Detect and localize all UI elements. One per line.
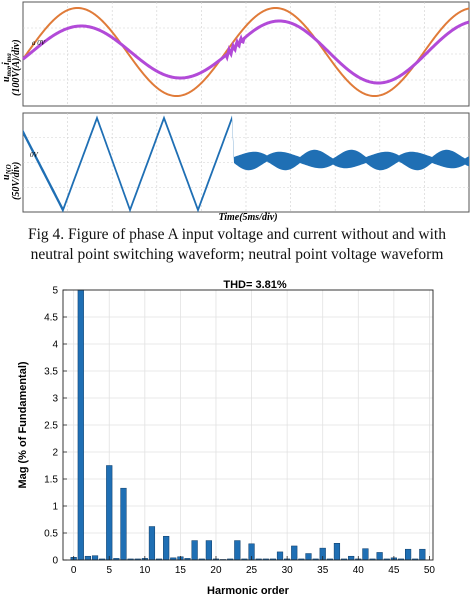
waveform-time-axis-label: Time(5ms/div) xyxy=(218,212,277,222)
phase-a-voltage-trace xyxy=(22,7,470,97)
y-tick-label: 1 xyxy=(52,502,58,513)
x-tick-label: 45 xyxy=(388,565,400,576)
harmonic-bar xyxy=(276,551,284,561)
x-tick-label: 50 xyxy=(424,565,436,576)
neutral-voltage-ylabel-symbol: uNO xyxy=(1,164,13,180)
voltage-current-zero-marker: a 0V xyxy=(32,39,46,47)
harmonic-bar xyxy=(163,535,170,561)
y-tick-label: 0 xyxy=(52,556,58,567)
x-tick-label: 30 xyxy=(282,565,294,576)
figure-caption: Fig 4. Figure of phase A input voltage a… xyxy=(0,225,474,265)
y-tick-label: 5 xyxy=(52,286,58,297)
x-tick-label: 15 xyxy=(175,565,187,576)
y-tick-label: 2 xyxy=(52,448,58,459)
y-tick-label: 1.5 xyxy=(44,475,58,486)
x-tick-label: 0 xyxy=(71,565,77,576)
harmonic-bar xyxy=(191,540,198,561)
x-tick-label: 10 xyxy=(139,565,151,576)
y-tick-label: 4 xyxy=(52,340,58,351)
voltage-current-ylabel-symbol: uma,ima xyxy=(1,53,13,82)
neutral-point-voltage-trace xyxy=(23,115,469,213)
harmonic-bar xyxy=(205,540,212,561)
x-tick-label: 20 xyxy=(210,565,222,576)
waveform-figure: a 0V uma,ima (100V(A)/div) 0V uNO (50V/d… xyxy=(1,1,470,222)
x-tick-label: 25 xyxy=(246,565,258,576)
y-tick-label: 3.5 xyxy=(44,367,58,378)
harmonic-bar xyxy=(84,555,91,561)
harmonic-bar xyxy=(305,553,312,561)
neutral-voltage-ylabel-scale: (50V/div) xyxy=(11,162,22,200)
x-tick-label: 35 xyxy=(317,565,329,576)
voltage-current-ylabel-scale: (100V(A)/div) xyxy=(11,39,22,96)
x-axis-label: Harmonic order xyxy=(207,585,290,597)
harmonic-bar xyxy=(348,555,355,561)
harmonic-bar xyxy=(333,543,341,561)
harmonic-bar xyxy=(419,548,426,561)
harmonic-bar xyxy=(148,526,156,561)
chart-title: THD= 3.81% xyxy=(223,279,286,291)
phase-a-current-trace xyxy=(22,19,470,85)
y-tick-label: 0.5 xyxy=(44,529,58,540)
neutral-voltage-zero-marker: 0V xyxy=(30,151,39,159)
y-tick-label: 3 xyxy=(52,394,58,405)
y-tick-label: 4.5 xyxy=(44,313,58,324)
y-tick-label: 2.5 xyxy=(44,421,58,432)
harmonic-bar xyxy=(405,548,412,561)
x-tick-label: 5 xyxy=(106,565,112,576)
caption-line-1: Fig 4. Figure of phase A input voltage a… xyxy=(27,226,446,243)
y-axis-ticks: 0 0.5 1 1.5 2 2.5 3 3.5 4 4.5 5 xyxy=(44,286,67,567)
harmonic-bar xyxy=(376,552,383,561)
harmonic-bar xyxy=(77,289,84,561)
harmonic-bar xyxy=(291,545,298,561)
harmonic-bar xyxy=(234,540,241,561)
y-axis-label: Mag (% of Fundamental) xyxy=(17,361,29,488)
caption-line-2: neutral point switching waveform; neutra… xyxy=(30,246,444,263)
harmonic-spectrum-chart: THD= 3.81% 0 5 10 15 20 25 30 35 40 45 50 00.511.5… xyxy=(17,279,436,597)
harmonic-bar xyxy=(120,487,127,561)
x-axis-ticks: 0 5 10 15 20 25 30 35 40 45 50 xyxy=(71,556,436,576)
chart-grid xyxy=(63,289,433,561)
harmonic-bar xyxy=(362,548,369,561)
harmonic-bar xyxy=(91,555,99,561)
harmonic-bar xyxy=(106,465,113,561)
x-tick-label: 40 xyxy=(353,565,365,576)
